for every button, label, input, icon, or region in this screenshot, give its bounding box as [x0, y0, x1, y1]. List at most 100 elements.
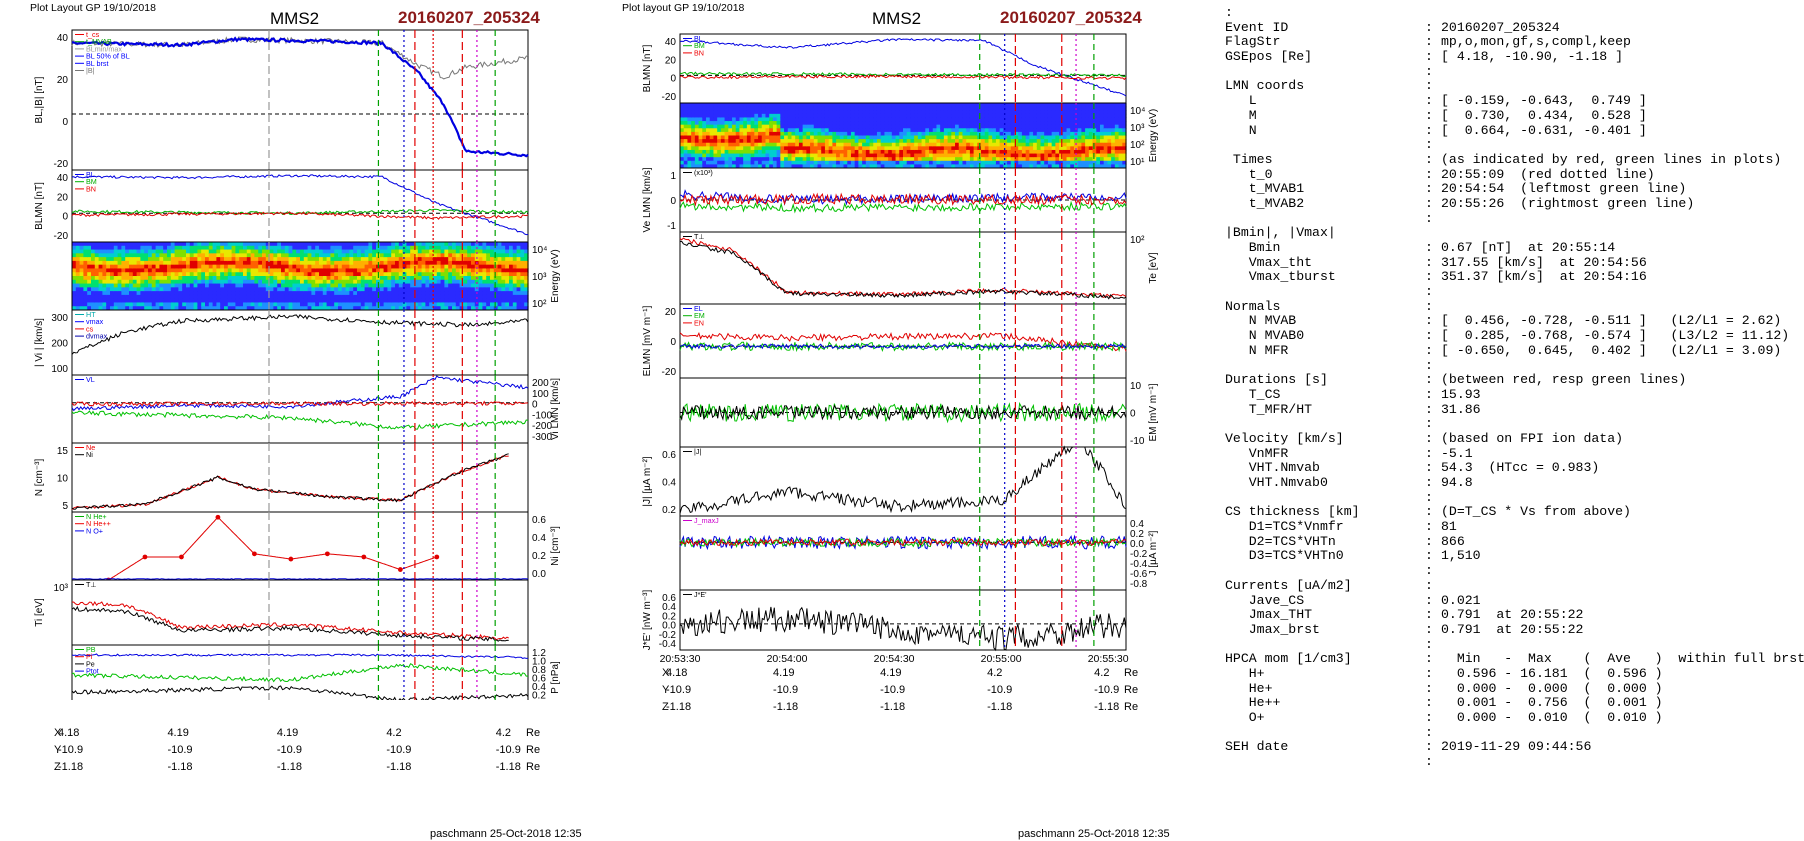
spectrogram-cell [880, 121, 886, 126]
y-tick-label: 5 [62, 501, 68, 512]
spectrogram-cell [201, 268, 206, 273]
spectrogram-cell [239, 298, 244, 304]
spectrogram-cell [174, 260, 179, 266]
spectrogram-cell [311, 253, 316, 258]
spectrogram-cell [455, 302, 461, 307]
spectrogram-cell [709, 106, 715, 111]
spectrogram-cell [743, 110, 748, 115]
spectrogram-cell [345, 276, 350, 281]
spectrogram-cell [724, 128, 729, 133]
spectrogram-cell [322, 245, 328, 251]
spectrogram-cell [212, 249, 217, 254]
spectrogram-cell [338, 302, 343, 307]
spectrogram-cell [94, 257, 100, 262]
summary-row: : [1225, 137, 1800, 153]
spectrogram-cell [1111, 131, 1116, 137]
spectrogram-cell [702, 153, 707, 158]
coord-value: 4.18 [58, 727, 80, 739]
spectrogram-cell [951, 164, 956, 169]
spectrogram-cell [999, 160, 1004, 165]
spectrogram-cell [516, 264, 521, 270]
spectrogram-cell [795, 128, 800, 133]
spectrogram-cell [1107, 164, 1112, 169]
spectrogram-cell [1018, 117, 1023, 122]
spectrogram-cell [300, 283, 305, 288]
spectrogram-cell [250, 264, 255, 270]
spectrogram-cell [1073, 124, 1079, 129]
spectrogram-cell [296, 287, 301, 292]
spectrogram-cell [444, 242, 449, 247]
spectrogram-cell [940, 121, 945, 126]
spectrogram-cell [478, 264, 483, 270]
spectrogram-cell [471, 306, 476, 311]
spectrogram-cell [821, 110, 826, 115]
spectrogram-cell [98, 242, 103, 247]
spectrogram-cell [1036, 124, 1042, 129]
spectrogram-cell [459, 249, 464, 254]
spectrogram-cell [330, 253, 335, 258]
spectrogram-cell [1103, 142, 1109, 147]
spectrogram-cell [193, 264, 198, 270]
spectrogram-cell [1051, 113, 1056, 119]
spectrogram-cell [319, 268, 324, 273]
spectrogram-cell [338, 253, 343, 258]
y-tick-label: 0.4 [532, 533, 546, 544]
spectrogram-cell [121, 272, 126, 277]
y-tick-label: 0.0 [532, 699, 546, 700]
spectrogram-cell [732, 106, 737, 111]
spectrogram-cell [296, 276, 301, 281]
spectrogram-cell [83, 245, 88, 251]
spectrogram-cell [1103, 164, 1109, 169]
spectrogram-cell [813, 131, 819, 137]
spectrogram-cell [292, 306, 297, 311]
spectrogram-cell [943, 157, 949, 162]
spectrogram-cell [802, 117, 807, 122]
spectrogram-cell [1099, 164, 1105, 169]
spectrogram-cell [884, 139, 889, 144]
spectrogram-cell [121, 302, 126, 307]
spectrogram-cell [992, 106, 997, 111]
spectrogram-cell [1029, 135, 1034, 140]
spectrogram-cell [784, 139, 789, 144]
spectrogram-cell [891, 124, 897, 129]
spectrogram-cell [440, 279, 445, 285]
spectrogram-cell [1122, 117, 1127, 122]
spectrogram-cell [326, 249, 331, 254]
spectrogram-cell [110, 249, 115, 254]
spectrogram-cell [148, 260, 153, 266]
spectrogram-cell [311, 260, 316, 266]
event-id-label: 20160207_205324 [1000, 8, 1142, 27]
spectrogram-cell [189, 279, 195, 285]
spectrogram-cell [490, 264, 495, 270]
spectrogram-cell [795, 103, 800, 108]
spectrogram-cell [258, 260, 263, 266]
spectrogram-cell [698, 103, 703, 108]
spectrogram-cell [467, 245, 472, 251]
spectrogram-cell [83, 291, 88, 296]
spectrogram-cell [395, 298, 400, 304]
spectrogram-cell [106, 264, 111, 270]
spectrogram-cell [832, 131, 837, 137]
spectrogram-cell [201, 249, 206, 254]
spectrogram-cell [955, 110, 960, 115]
spectrogram-cell [910, 106, 915, 111]
spectrogram-cell [216, 245, 221, 251]
spectrogram-cell [962, 153, 967, 158]
spectrogram-cell [895, 106, 900, 111]
spectrogram-cell [1021, 131, 1027, 137]
summary-colon: : [1425, 754, 1433, 770]
summary-value: 81 [1441, 519, 1457, 535]
spectrogram-cell [988, 117, 993, 122]
spectrogram-cell [1070, 139, 1075, 144]
spectrogram-cell [1099, 135, 1105, 140]
spectrogram-cell [151, 287, 157, 292]
spectrogram-cell [148, 264, 153, 270]
spectrogram-cell [746, 128, 752, 133]
spectrogram-cell [406, 276, 411, 281]
spectrogram-cell [988, 164, 993, 169]
spectrogram-cell [1099, 149, 1105, 155]
spectrogram-cell [493, 249, 499, 254]
spectrogram-cell [91, 272, 96, 277]
